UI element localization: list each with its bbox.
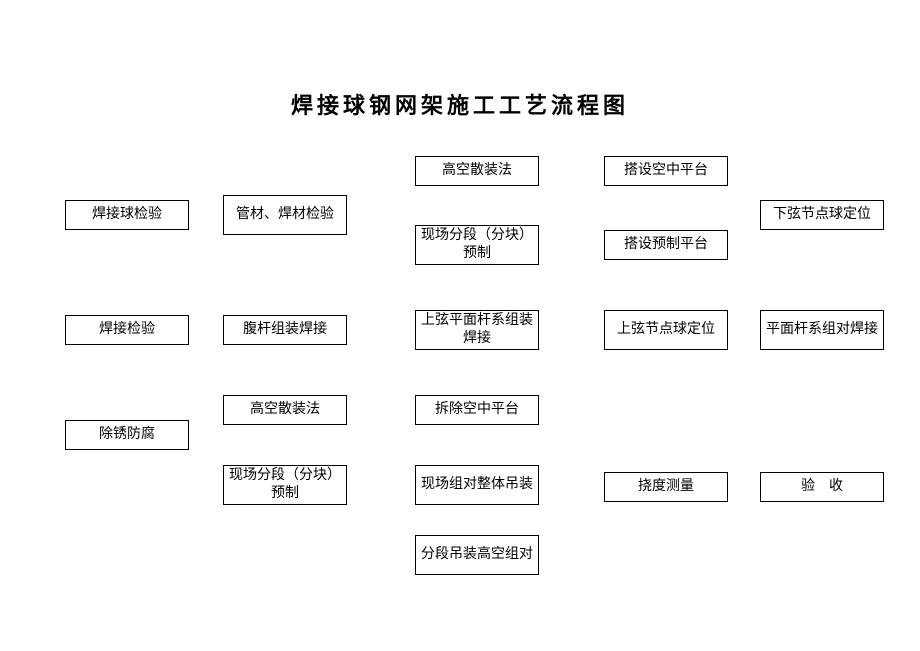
flowchart-node: 挠度测量 xyxy=(604,472,728,502)
flowchart-node: 拆除空中平台 xyxy=(415,395,539,425)
flowchart-node: 现场分段（分块）预制 xyxy=(415,225,539,265)
flowchart-node: 焊接检验 xyxy=(65,315,189,345)
flowchart-node: 验 收 xyxy=(760,472,884,502)
flowchart-node: 上弦节点球定位 xyxy=(604,310,728,350)
flowchart-node: 焊接球检验 xyxy=(65,200,189,230)
flowchart-node: 腹杆组装焊接 xyxy=(223,315,347,345)
flowchart-node: 平面杆系组对焊接 xyxy=(760,310,884,350)
flowchart-node: 高空散装法 xyxy=(415,156,539,186)
flowchart-node: 管材、焊材检验 xyxy=(223,195,347,235)
flowchart-node: 分段吊装高空组对 xyxy=(415,535,539,575)
diagram-title: 焊接球钢网架施工工艺流程图 xyxy=(0,88,920,120)
flowchart-node: 高空散装法 xyxy=(223,395,347,425)
flowchart-node: 搭设空中平台 xyxy=(604,156,728,186)
flowchart-node: 下弦节点球定位 xyxy=(760,200,884,230)
flowchart-node: 上弦平面杆系组装焊接 xyxy=(415,310,539,350)
flowchart-node: 现场组对整体吊装 xyxy=(415,465,539,505)
flowchart-node: 除锈防腐 xyxy=(65,420,189,450)
flowchart-node: 搭设预制平台 xyxy=(604,230,728,260)
flowchart-node: 现场分段（分块）预制 xyxy=(223,465,347,505)
